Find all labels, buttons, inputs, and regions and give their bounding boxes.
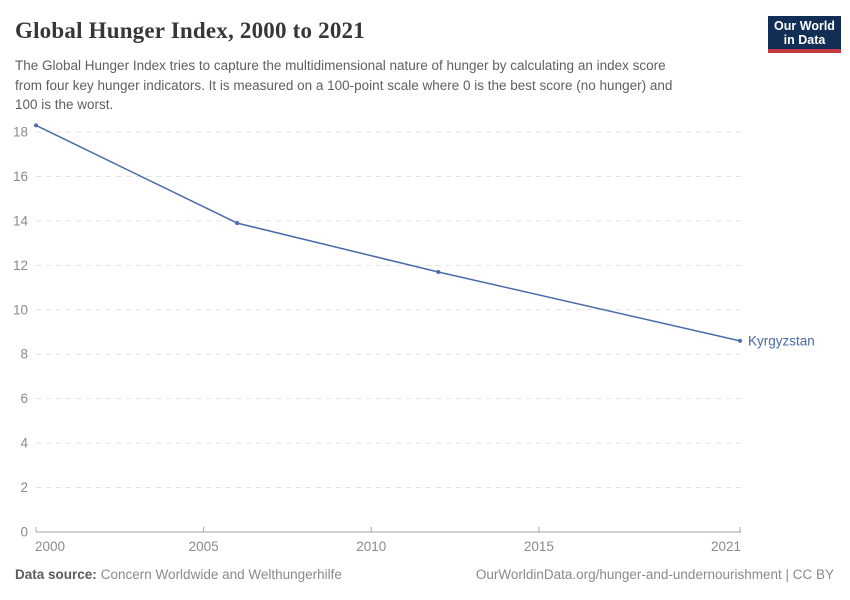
y-axis-tick-label: 0	[20, 525, 28, 540]
y-axis-tick-label: 2	[20, 480, 28, 495]
data-point[interactable]	[235, 221, 240, 226]
data-point[interactable]	[436, 270, 441, 274]
x-axis-tick-label: 2010	[356, 539, 386, 554]
y-axis-tick-label: 14	[13, 213, 29, 228]
page-title: Global Hunger Index, 2000 to 2021	[15, 18, 365, 43]
owid-logo-text: Our World	[774, 19, 835, 33]
subtitle-line: from four key hunger indicators. It is m…	[15, 77, 673, 93]
x-axis-tick-label: 2005	[189, 539, 219, 554]
owid-logo-text: in Data	[783, 33, 826, 47]
data-point[interactable]	[738, 338, 742, 343]
x-axis-tick-label: 2021	[711, 539, 741, 554]
owid-logo: Our World in Data	[768, 16, 841, 53]
x-axis-tick-label: 2000	[35, 539, 65, 554]
x-axis-tick-label: 2015	[524, 539, 554, 554]
chart-subtitle: The Global Hunger Index tries to capture…	[15, 56, 672, 115]
y-axis-tick-label: 8	[20, 347, 28, 362]
data-source-label: Data source:	[15, 567, 97, 582]
y-axis-tick-label: 12	[13, 258, 28, 273]
subtitle-line: 100 is the worst.	[15, 97, 114, 112]
y-axis-tick-label: 10	[13, 302, 28, 317]
chart-footer: Data source: Concern Worldwide and Welthu…	[15, 567, 834, 582]
data-point[interactable]	[34, 123, 38, 128]
attribution-link[interactable]: OurWorldinData.org/hunger-and-undernouri…	[475, 567, 834, 582]
y-axis-tick-label: 18	[13, 125, 28, 140]
data-source: Data source: Concern Worldwide and Welthu…	[15, 567, 342, 582]
y-axis-tick-label: 4	[20, 436, 28, 451]
y-axis-tick-label: 16	[13, 169, 28, 184]
data-source-value: Concern Worldwide and Welthungerhilfe	[100, 567, 342, 582]
series-line-kyrgyzstan[interactable]	[35, 124, 741, 342]
series-label-kyrgyzstan[interactable]: Kyrgyzstan	[748, 333, 815, 348]
subtitle-line: The Global Hunger Index tries to capture…	[15, 58, 666, 73]
y-axis-tick-label: 6	[20, 391, 28, 406]
